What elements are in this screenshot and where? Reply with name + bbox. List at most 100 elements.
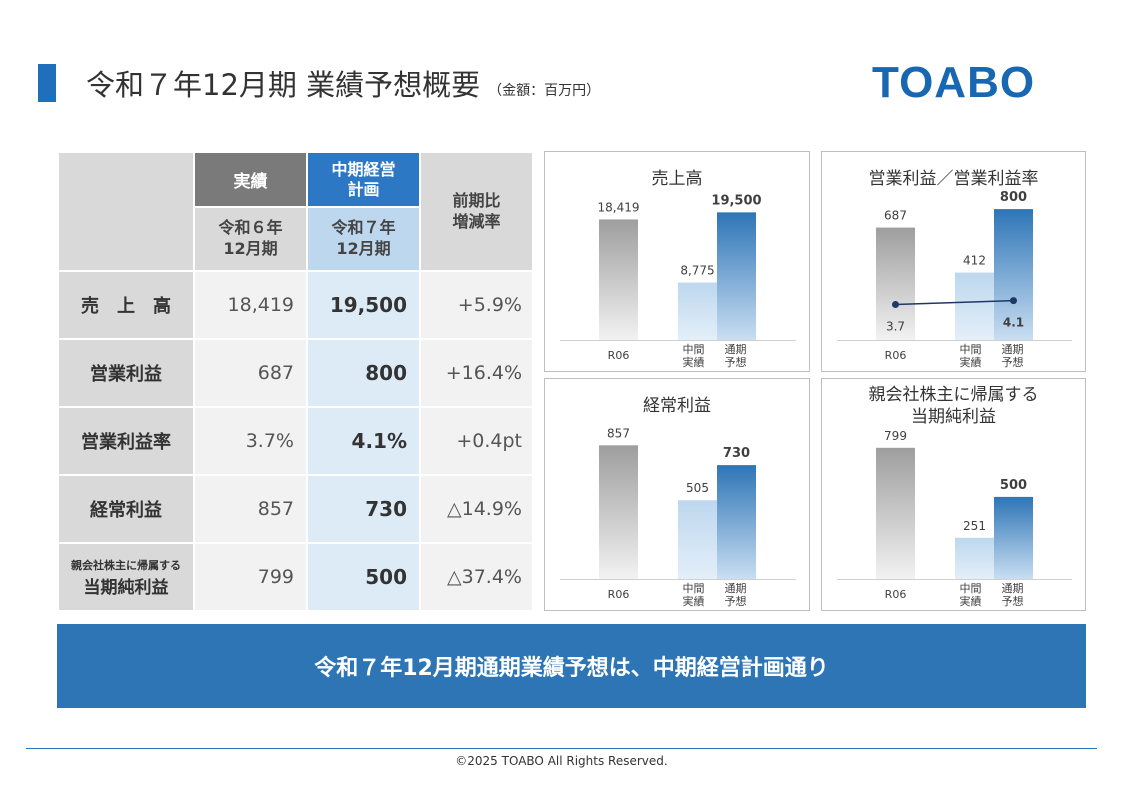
row-label: 営業利益	[59, 340, 193, 406]
row-label: 売 上 高	[59, 272, 193, 338]
category-label: 実績	[960, 355, 982, 369]
bar-interim	[678, 500, 717, 579]
cell-actual: 3.7%	[195, 408, 306, 474]
company-logo: TOABO	[872, 58, 1036, 107]
header-yoy: 前期比 増減率	[421, 153, 532, 270]
category-label: 実績	[960, 594, 982, 608]
value-label: 505	[686, 481, 709, 495]
value-label: 799	[884, 429, 907, 443]
bar-r06	[599, 445, 638, 579]
bar-r06	[876, 227, 915, 340]
row-label: 経常利益	[59, 476, 193, 542]
header-yoy-line1: 前期比	[452, 190, 501, 210]
bar-interim	[955, 272, 994, 340]
table-row: 経常利益 857 730 △14.9%	[59, 476, 532, 542]
cell-plan: 4.1%	[308, 408, 419, 474]
value-label: 687	[884, 209, 907, 223]
cell-yoy: △14.9%	[421, 476, 532, 542]
value-label: 500	[1000, 478, 1027, 493]
row-label-main: 当期純利益	[83, 577, 169, 598]
cell-plan: 800	[308, 340, 419, 406]
row-label: 営業利益率	[59, 408, 193, 474]
header-plan-line1: 中期経営	[331, 159, 396, 179]
page-title-text: 令和７年12月期 業績予想概要	[86, 68, 481, 102]
chart-panel-ordinary-income: 経常利益 857 505 730 R06 中間 実績 通期 予想	[544, 378, 810, 611]
chart-title: 営業利益／営業利益率	[868, 169, 1039, 189]
page-title: 令和７年12月期 業績予想概要 （金額：百万円）	[86, 62, 600, 104]
chart-panel-operating-income: 営業利益／営業利益率 687 412 800 3.7 4.1 R06 中間 実績 通期 予想	[821, 151, 1086, 372]
bar-r06	[876, 447, 915, 579]
footer-copyright: ©2025 TOABO All Rights Reserved.	[455, 754, 668, 768]
category-label: 予想	[725, 355, 747, 369]
value-label: 730	[723, 446, 750, 461]
chart-panel-sales: 売上高 18,419 8,775 19,500 R06 中間 実績 通期 予想	[544, 151, 810, 372]
title-accent-bar	[38, 64, 56, 102]
margin-label: 3.7	[886, 319, 905, 333]
cell-yoy: +5.9%	[421, 272, 532, 338]
category-label: 通期	[725, 343, 747, 356]
bar-interim	[955, 537, 994, 579]
category-label: 通期	[1002, 343, 1024, 356]
header-period-plan: 令和７年 12月期	[308, 208, 419, 270]
cell-plan: 500	[308, 544, 419, 610]
category-label: 予想	[1002, 355, 1024, 369]
value-label: 857	[607, 426, 630, 440]
period-actual-line2: 12月期	[223, 239, 278, 258]
table-row: 営業利益率 3.7% 4.1% +0.4pt	[59, 408, 532, 474]
chart-title: 親会社株主に帰属する 当期純利益	[822, 384, 1085, 428]
category-label: 中間	[683, 343, 705, 356]
table-corner	[59, 153, 193, 270]
table-row: 親会社株主に帰属する 当期純利益 799 500 △37.4%	[59, 544, 532, 610]
header-plan: 中期経営 計画	[308, 153, 419, 206]
header-plan-line2: 計画	[347, 179, 380, 199]
cell-yoy: △37.4%	[421, 544, 532, 610]
cell-actual: 18,419	[195, 272, 306, 338]
value-label: 412	[963, 254, 986, 268]
chart-title-line1: 親会社株主に帰属する	[868, 385, 1039, 405]
value-label: 18,419	[598, 200, 640, 214]
category-label: 実績	[683, 355, 705, 369]
category-label: R06	[608, 349, 630, 362]
category-label: R06	[608, 588, 630, 601]
bar-r06	[599, 219, 638, 340]
bar-interim	[678, 282, 717, 340]
row-label-small: 親会社株主に帰属する	[71, 558, 181, 572]
bar-forecast	[717, 212, 756, 340]
period-actual-line1: 令和６年	[218, 218, 283, 238]
cell-plan: 19,500	[308, 272, 419, 338]
forecast-table: 実績 中期経営 計画 前期比 増減率 令和６年 12月期 令和７年 12月期 売…	[57, 151, 534, 612]
bar-forecast	[717, 465, 756, 579]
category-label: 中間	[960, 582, 982, 595]
chart-title: 売上高	[651, 169, 703, 189]
margin-point	[892, 300, 899, 308]
category-label: 予想	[1002, 594, 1024, 608]
header-period-actual: 令和６年 12月期	[195, 208, 306, 270]
header-actual: 実績	[195, 153, 306, 206]
category-label: 実績	[683, 594, 705, 608]
chart-panel-net-income: 親会社株主に帰属する 当期純利益 799 251 500 R06 中間 実績 通期 予想	[821, 378, 1086, 611]
category-label: R06	[885, 588, 907, 601]
header-yoy-line2: 増減率	[452, 211, 501, 231]
table-row: 営業利益 687 800 +16.4%	[59, 340, 532, 406]
chart-title-line2: 当期純利益	[911, 407, 996, 428]
conclusion-banner: 令和７年12月期通期業績予想は、中期経営計画通り	[57, 624, 1086, 708]
cell-yoy: +16.4%	[421, 340, 532, 406]
category-label: 予想	[725, 594, 747, 608]
cell-yoy: +0.4pt	[421, 408, 532, 474]
category-label: R06	[885, 349, 907, 362]
value-label: 251	[963, 519, 986, 533]
footer-divider	[26, 748, 1097, 749]
category-label: 通期	[725, 582, 747, 595]
cell-actual: 799	[195, 544, 306, 610]
margin-line	[895, 299, 1014, 306]
value-label: 8,775	[680, 264, 714, 278]
period-plan-line2: 12月期	[336, 239, 391, 258]
category-label: 中間	[960, 343, 982, 356]
cell-actual: 687	[195, 340, 306, 406]
period-plan-line1: 令和７年	[331, 218, 396, 238]
value-label: 19,500	[711, 193, 761, 208]
